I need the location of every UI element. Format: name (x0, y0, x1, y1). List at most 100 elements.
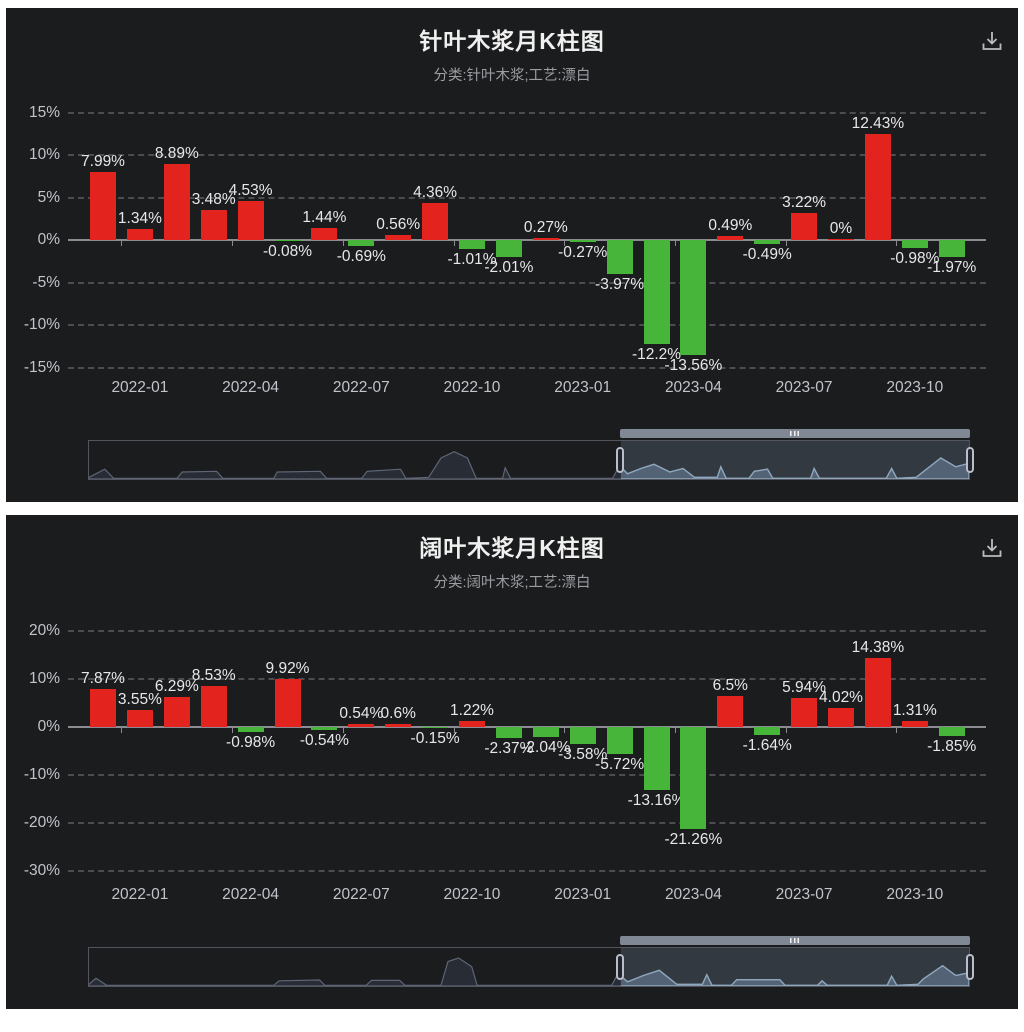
bar-value-label: -12.2% (631, 345, 682, 363)
bar[interactable] (643, 240, 670, 344)
y-axis-label: 20% (28, 622, 60, 639)
gridline (68, 111, 986, 114)
gridline (68, 870, 986, 872)
bar[interactable] (791, 212, 818, 240)
bar-value-label: 1.44% (302, 208, 347, 226)
bar[interactable] (717, 695, 744, 727)
bar[interactable] (385, 724, 412, 727)
datazoom-track[interactable] (88, 947, 970, 987)
chart-subtitle: 分类:阔叶木浆;工艺:漂白 (433, 575, 591, 591)
bar-value-label: -5.72% (595, 756, 645, 774)
bar[interactable] (754, 727, 781, 735)
bar[interactable] (126, 228, 153, 240)
bar[interactable] (274, 679, 301, 727)
save-as-image-icon[interactable] (978, 28, 1006, 56)
bar[interactable] (348, 724, 375, 727)
bar[interactable] (864, 657, 891, 727)
bar-value-label: -3.58% (558, 746, 608, 764)
y-axis-label: 10% (28, 670, 60, 687)
bar[interactable] (90, 172, 116, 240)
bar-value-label: -2.37% (484, 740, 534, 758)
bar[interactable] (754, 240, 781, 245)
bar[interactable] (311, 727, 338, 730)
y-axis-label: -10% (23, 766, 60, 783)
bar[interactable] (791, 698, 818, 727)
x-axis-tick (896, 241, 898, 246)
x-axis-tick (564, 241, 566, 246)
bar-value-label: 4.53% (228, 182, 273, 200)
bar[interactable] (532, 237, 559, 240)
datazoom-handle-right[interactable] (966, 447, 974, 473)
bar[interactable] (495, 727, 522, 739)
bar-value-label: 8.53% (191, 667, 236, 685)
bar[interactable] (348, 240, 375, 246)
bar[interactable] (200, 210, 227, 240)
datazoom-move-handle[interactable] (619, 936, 970, 945)
bar[interactable] (828, 707, 854, 727)
chart-subtitle: 分类:针叶木浆;工艺:漂白 (433, 68, 591, 84)
bar-value-label: -3.97% (595, 275, 645, 293)
y-axis-label: 0% (37, 231, 60, 248)
bar[interactable] (274, 240, 301, 241)
y-axis-label: 15% (28, 103, 60, 121)
bar[interactable] (680, 240, 707, 356)
datazoom-move-handle[interactable] (619, 429, 970, 438)
bar-value-label: 0% (829, 220, 853, 237)
bar[interactable] (422, 727, 449, 728)
y-axis-label: 5% (37, 188, 60, 206)
bar[interactable] (901, 720, 928, 727)
bar[interactable] (717, 235, 744, 240)
bar[interactable] (828, 239, 854, 240)
bar[interactable] (938, 240, 965, 257)
datazoom-track[interactable] (88, 440, 970, 480)
datazoom-preview-chart (89, 948, 969, 986)
y-axis-label: 10% (28, 146, 60, 163)
bar[interactable] (200, 686, 227, 727)
bar[interactable] (680, 727, 707, 830)
x-axis-label: 2022-07 (332, 379, 390, 396)
bar[interactable] (163, 696, 190, 727)
bar[interactable] (163, 164, 190, 240)
x-axis-tick (785, 241, 787, 246)
bar[interactable] (311, 227, 338, 240)
bar[interactable] (864, 134, 891, 240)
bar[interactable] (569, 240, 596, 243)
bar[interactable] (569, 727, 596, 745)
bar[interactable] (938, 727, 965, 736)
bar-value-label: -0.27% (558, 244, 608, 262)
bar-value-label: 9.92% (265, 660, 310, 678)
datazoom-preview-chart (89, 441, 969, 479)
bar[interactable] (901, 240, 928, 249)
x-axis-label: 2023-10 (886, 886, 944, 903)
datazoom-handle-left[interactable] (615, 447, 624, 473)
bar[interactable] (643, 727, 670, 791)
bar[interactable] (126, 709, 153, 727)
datazoom-handle-left[interactable] (615, 954, 624, 980)
chart-title: 阔叶木浆月K柱图 (419, 535, 605, 561)
bar[interactable] (532, 727, 559, 737)
save-as-image-icon[interactable] (978, 535, 1006, 563)
bar-value-label: 3.48% (191, 191, 236, 209)
bar[interactable] (385, 235, 412, 240)
bar[interactable] (237, 727, 264, 732)
bar-value-label: -0.08% (262, 243, 313, 260)
bar[interactable] (459, 240, 485, 249)
download-icon-glyph (982, 32, 1002, 50)
bar[interactable] (237, 201, 264, 240)
bar-value-label: -0.98% (890, 250, 940, 268)
bar[interactable] (90, 689, 116, 727)
x-axis-line (68, 726, 986, 728)
bar-value-label: -1.97% (927, 258, 977, 276)
bar[interactable] (495, 240, 522, 258)
bar-value-label: 0.54% (339, 705, 384, 723)
datazoom-handle-right[interactable] (966, 954, 974, 980)
gridline (68, 822, 986, 824)
bar[interactable] (606, 727, 633, 755)
bar[interactable] (606, 240, 633, 274)
bar[interactable] (422, 202, 449, 240)
bar-value-label: 12.43% (851, 115, 905, 133)
bar[interactable] (459, 721, 485, 727)
bar-value-label: 6.29% (154, 677, 199, 695)
bar-value-label: 1.31% (892, 701, 937, 719)
x-axis-tick (674, 728, 676, 733)
